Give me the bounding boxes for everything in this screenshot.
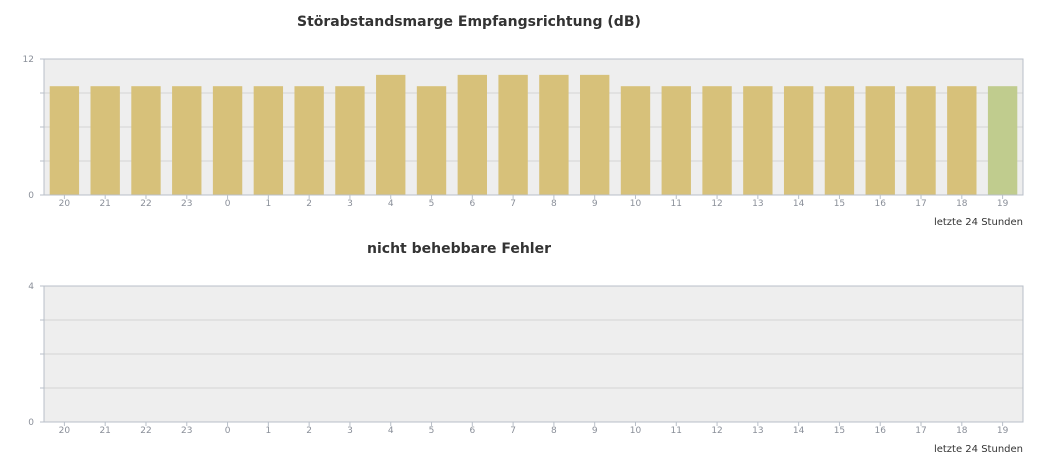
bar[interactable] [457,74,487,195]
x-axis-label: letzte 24 Stunden [934,217,1023,228]
bar[interactable] [702,86,732,195]
x-tick-label: 22 [140,199,151,209]
x-tick-label: 10 [630,199,642,209]
chart-snr-margin: Störabstandsmarge Empfangsrichtung (dB) … [23,14,1024,228]
bar[interactable] [294,86,324,195]
x-tick-label: 23 [181,199,192,209]
x-tick-label: 12 [711,199,722,209]
x-tick-label: 5 [429,199,435,209]
bar[interactable] [49,86,80,195]
x-tick-label: 19 [997,199,1009,209]
x-tick-label: 21 [99,199,110,209]
x-tick-label: 17 [915,199,926,209]
chart-title: nicht behebbare Fehler [367,241,551,257]
x-tick-label: 14 [793,426,805,436]
x-tick-label: 11 [671,426,682,436]
x-tick-label: 15 [834,199,845,209]
x-axis-label: letzte 24 Stunden [934,444,1023,455]
x-tick-label: 22 [140,426,151,436]
chart-title: Störabstandsmarge Empfangsrichtung (dB) [297,14,641,30]
bar[interactable] [580,74,610,195]
x-tick-label: 11 [671,199,682,209]
x-tick-label: 4 [388,426,394,436]
x-tick-label: 18 [956,199,968,209]
x-tick-label: 10 [630,426,642,436]
bar[interactable] [539,74,569,195]
bar[interactable] [661,86,691,195]
x-tick-label: 2 [306,426,312,436]
x-tick-label: 1 [265,426,271,436]
x-tick-label: 21 [99,426,110,436]
x-tick-label: 13 [752,426,763,436]
x-tick-label: 18 [956,426,968,436]
bar[interactable] [906,86,936,195]
x-tick-label: 2 [306,199,312,209]
x-tick-label: 17 [915,426,926,436]
x-tick-label: 13 [752,199,763,209]
x-tick-label: 20 [59,199,71,209]
x-tick-label: 5 [429,426,435,436]
x-tick-label: 9 [592,426,598,436]
bar[interactable] [131,86,161,195]
x-tick-label: 9 [592,199,598,209]
bar[interactable] [335,86,365,195]
x-tick-label: 12 [711,426,722,436]
x-tick-label: 4 [388,199,394,209]
bar[interactable] [90,86,120,195]
bar[interactable] [824,86,855,195]
bar[interactable] [212,86,243,195]
x-tick-label: 8 [551,426,557,436]
bar[interactable] [947,86,977,195]
x-tick-label: 6 [469,199,475,209]
bar[interactable] [172,86,202,195]
y-tick-label: 0 [28,418,34,428]
plot-border [43,58,1024,196]
x-tick-label: 16 [875,199,887,209]
x-tick-label: 7 [510,426,516,436]
bar[interactable] [743,86,773,195]
x-tick-label: 6 [469,426,475,436]
x-tick-label: 8 [551,199,557,209]
bar[interactable] [253,86,284,195]
x-tick-label: 20 [59,426,71,436]
x-tick-label: 3 [347,426,353,436]
y-tick-label: 12 [23,55,34,65]
bar[interactable] [783,86,814,195]
bar[interactable] [620,86,651,195]
bar[interactable] [416,86,447,195]
bar[interactable] [498,74,528,195]
chart-uncorrectable-errors: nicht behebbare Fehler 0 4 20 21 22 23 0 1 2 3 4 5 6… [0,232,1040,464]
bar[interactable] [865,86,895,195]
x-tick-label: 14 [793,199,805,209]
x-tick-label: 16 [875,426,887,436]
bar[interactable] [376,74,406,195]
x-tick-label: 1 [265,199,271,209]
x-tick-label: 23 [181,426,192,436]
x-tick-label: 0 [225,426,231,436]
x-tick-label: 15 [834,426,845,436]
y-tick-label: 4 [28,282,34,292]
x-tick-label: 7 [510,199,516,209]
y-tick-label: 0 [28,191,34,201]
x-tick-label: 0 [225,199,231,209]
x-tick-label: 19 [997,426,1009,436]
plot-border [43,285,1024,423]
bar[interactable] [987,86,1018,195]
x-tick-label: 3 [347,199,353,209]
